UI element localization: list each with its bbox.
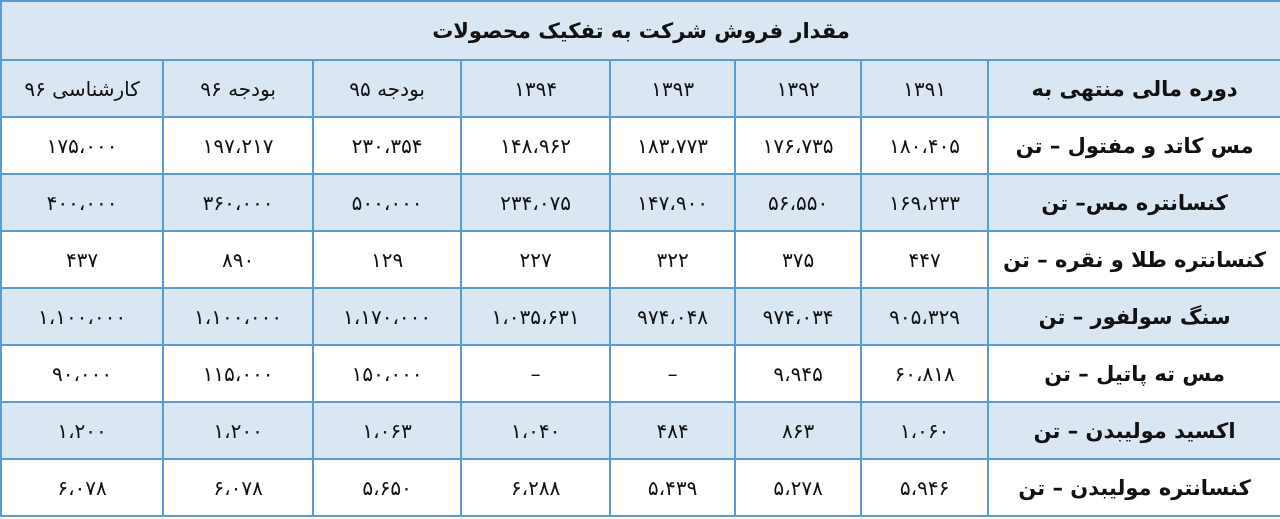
table-cell: ۱۴۸،۹۶۲ [460,116,612,175]
row-label: مس ته پاتیل – تن [987,344,1280,403]
table-cell: ۶،۲۸۸ [460,458,612,517]
table-cell: کارشناسی ۹۶ [0,59,165,118]
row-label: سنگ سولفور – تن [987,287,1280,346]
table-cell: ۳۶۰،۰۰۰ [162,173,315,232]
table-cell: ۱،۲۰۰ [162,401,315,460]
table-cell: ۱،۰۶۰ [860,401,990,460]
table-cell: ۱۳۹۳ [609,59,737,118]
table-cell: ۴۴۷ [860,230,990,289]
row-label: کنسانتره مولیبدن – تن [987,458,1280,517]
table-cell: ۱۳۹۲ [734,59,863,118]
table-cell: ۱،۱۰۰،۰۰۰ [0,287,165,346]
table-cell: ۳۲۲ [609,230,737,289]
table-cell: ۱۳۹۱ [860,59,990,118]
table-cell: ۱،۰۶۳ [312,401,463,460]
row-label: کنسانتره مس– تن [987,173,1280,232]
table-row: سنگ سولفور – تن ۹۰۵،۳۲۹ ۹۷۴،۰۳۴ ۹۷۴،۰۴۸ ۱،۰۳… [0,287,1280,346]
table-title: مقدار فروش شرکت به تفکیک محصولات [0,0,1280,61]
table-row: کنسانتره مولیبدن – تن ۵،۹۴۶ ۵،۲۷۸ ۵،۴۳۹ ۶،۲۸… [0,458,1280,517]
table-cell: ۱،۰۴۰ [460,401,612,460]
table-cell: ۱۷۵،۰۰۰ [0,116,165,175]
table-cell: ۹۷۴،۰۴۸ [609,287,737,346]
table-row: مس ته پاتیل – تن ۶۰،۸۱۸ ۹،۹۴۵– –۱۵۰،۰۰۰ ۱۱۵،… [0,344,1280,403]
row-label: مس کاتد و مفتول – تن [987,116,1280,175]
table-row: مس کاتد و مفتول – تن ۱۸۰،۴۰۵ ۱۷۶،۷۳۵ ۱۸۳،۷۷… [0,116,1280,175]
table-cell: بودجه ۹۵ [312,59,463,118]
row-label: دوره مالی منتهی به [987,59,1280,118]
table-cell: – [460,344,612,403]
table-row: اکسید مولیبدن – تن ۱،۰۶۰ ۸۶۳ ۴۸۴ ۱،۰۴۰ ۱،۰۶۳ ۱… [0,401,1280,460]
table-cell: ۸۶۳ [734,401,863,460]
table-cell: – [609,344,737,403]
table-cell: ۲۳۰،۳۵۴ [312,116,463,175]
table-cell: ۱۹۷،۲۱۷ [162,116,315,175]
table-cell: ۸۹۰ [162,230,315,289]
table-cell: ۵۶،۵۵۰ [734,173,863,232]
table-cell: ۱۸۳،۷۷۳ [609,116,737,175]
table-cell: ۱۷۶،۷۳۵ [734,116,863,175]
table-cell: ۴۸۴ [609,401,737,460]
table-cell: ۱۱۵،۰۰۰ [162,344,315,403]
title-row: مقدار فروش شرکت به تفکیک محصولات [0,0,1280,61]
table-cell: ۶،۰۷۸ [0,458,165,517]
table-cell: ۵۰۰،۰۰۰ [312,173,463,232]
header-row: دوره مالی منتهی به ۱۳۹۱ ۱۳۹۲ ۱۳۹۳ ۱۳۹۴ بودجه … [0,59,1280,118]
table-cell: ۹۰،۰۰۰ [0,344,165,403]
table-cell: ۱۴۷،۹۰۰ [609,173,737,232]
table-cell: ۱۵۰،۰۰۰ [312,344,463,403]
table-cell: ۵،۴۳۹ [609,458,737,517]
table-row: کنسانتره مس– تن ۱۶۹،۲۳۳ ۵۶،۵۵۰ ۱۴۷،۹۰۰ ۲۳۴،۰… [0,173,1280,232]
row-label: کنسانتره طلا و نقره – تن [987,230,1280,289]
table-cell: ۱۸۰،۴۰۵ [860,116,990,175]
table-cell: ۶،۰۷۸ [162,458,315,517]
table-cell: ۱۳۹۴ [460,59,612,118]
table-cell: ۲۳۴،۰۷۵ [460,173,612,232]
table-cell: ۹۰۵،۳۲۹ [860,287,990,346]
table-cell: ۴۰۰،۰۰۰ [0,173,165,232]
table-cell: بودجه ۹۶ [162,59,315,118]
table-cell: ۵،۶۵۰ [312,458,463,517]
table-row: کنسانتره طلا و نقره – تن ۴۴۷ ۳۷۵ ۳۲۲ ۲۲۷ ۱۲۹ ۸… [0,230,1280,289]
table-cell: ۶۰،۸۱۸ [860,344,990,403]
table-cell: ۱۲۹ [312,230,463,289]
table-cell: ۲۲۷ [460,230,612,289]
table-cell: ۹۷۴،۰۳۴ [734,287,863,346]
row-label: اکسید مولیبدن – تن [987,401,1280,460]
table-cell: ۱۶۹،۲۳۳ [860,173,990,232]
table-cell: ۳۷۵ [734,230,863,289]
table-cell: ۱،۱۷۰،۰۰۰ [312,287,463,346]
table-cell: ۱،۱۰۰،۰۰۰ [162,287,315,346]
table-cell: ۵،۲۷۸ [734,458,863,517]
table-cell: ۵،۹۴۶ [860,458,990,517]
table-cell: ۱،۰۳۵،۶۳۱ [460,287,612,346]
table-cell: ۴۳۷ [0,230,165,289]
table-cell: ۱،۲۰۰ [0,401,165,460]
table-cell: ۹،۹۴۵ [734,344,863,403]
